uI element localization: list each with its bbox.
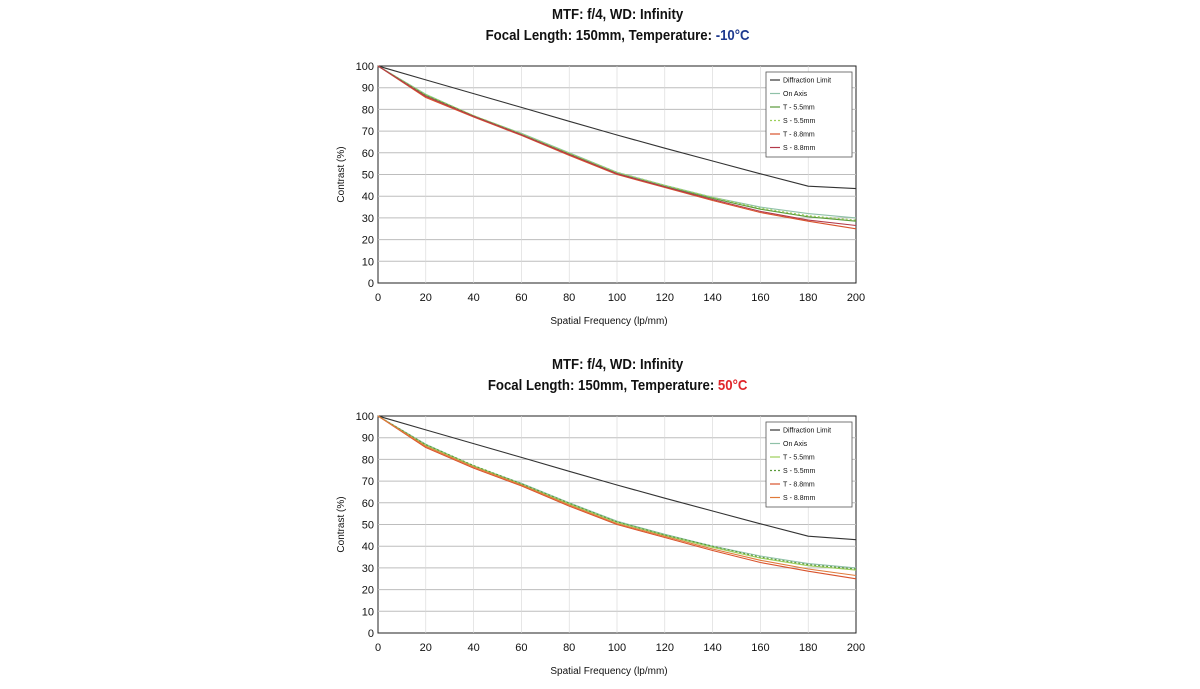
x-tick-label: 40 [467,292,479,304]
y-tick-label: 40 [362,541,374,553]
y-tick-label: 20 [362,235,374,247]
x-tick-label: 120 [656,292,674,304]
y-tick-label: 0 [368,628,374,640]
chart-title-prefix: Focal Length: 150mm, Temperature: [487,377,718,394]
y-tick-label: 90 [362,433,374,445]
x-tick-label: 0 [375,642,381,654]
x-tick-label: 120 [656,642,674,654]
y-tick-label: 0 [368,278,374,290]
series-line-s-5-5mm [377,415,857,570]
x-tick-label: 200 [847,642,865,654]
x-tick-label: 80 [563,642,575,654]
x-tick-label: 80 [563,292,575,304]
y-tick-label: 30 [362,563,374,575]
x-tick-label: 100 [608,292,626,304]
temperature-label: -10°C [715,27,750,44]
series-line-diffraction-limit [377,415,857,541]
x-tick-label: 160 [751,292,769,304]
y-tick-label: 70 [362,476,374,488]
legend-label: S - 5.5mm [783,118,815,125]
y-tick-label: 70 [362,126,374,138]
x-tick-label: 60 [515,292,527,304]
x-tick-label: 60 [515,642,527,654]
x-axis-label: Spatial Frequency (lp/mm) [550,666,667,677]
series-line-t-8-8mm [377,415,857,580]
y-axis-label: Contrast (%) [336,146,347,202]
mtf-chart-cold: MTF: f/4, WD: Infinity Focal Length: 150… [0,4,1200,339]
y-tick-label: 80 [362,454,374,466]
y-tick-label: 60 [362,498,374,510]
chart-title-line2: Focal Length: 150mm, Temperature: -10°C [72,25,1163,46]
chart-title: MTF: f/4, WD: Infinity Focal Length: 150… [72,4,1163,46]
x-tick-label: 40 [467,642,479,654]
legend-label: Diffraction Limit [783,78,831,85]
chart-title: MTF: f/4, WD: Infinity Focal Length: 150… [72,354,1163,396]
y-tick-label: 100 [356,61,374,73]
y-tick-label: 80 [362,104,374,116]
x-axis-label: Spatial Frequency (lp/mm) [550,316,667,327]
y-tick-label: 100 [356,411,374,423]
series-line-s-8-8mm [377,415,857,577]
legend-box [765,71,853,158]
y-tick-label: 10 [362,256,374,268]
legend-label: T - 8.8mm [783,132,815,139]
chart-title-line1: MTF: f/4, WD: Infinity [551,356,684,373]
legend-label: S - 8.8mm [783,495,815,502]
legend-label: On Axis [783,441,808,448]
mtf-plot-hot: 0 10 20 30 40 50 60 70 80 90 100 0 20 40 60 80 100 120 140… [336,411,865,677]
y-tick-label: 60 [362,148,374,160]
y-tick-label: 50 [362,170,374,182]
x-tick-label: 20 [420,642,432,654]
chart-title-line1: MTF: f/4, WD: Infinity [551,6,684,23]
legend-label: T - 5.5mm [783,455,815,462]
x-tick-label: 160 [751,642,769,654]
series-line-t-5-5mm [377,415,857,571]
x-tick-label: 140 [703,292,721,304]
x-tick-label: 20 [420,292,432,304]
series-line-t-8-8mm [377,65,857,230]
x-tick-label: 140 [703,642,721,654]
mtf-chart-hot: MTF: f/4, WD: Infinity Focal Length: 150… [0,354,1200,689]
series-line-diffraction-limit [377,65,857,190]
x-tick-label: 0 [375,292,381,304]
legend-label: T - 8.8mm [783,482,815,489]
legend-label: Diffraction Limit [783,428,831,435]
x-tick-label: 200 [847,292,865,304]
y-tick-label: 30 [362,213,374,225]
y-tick-label: 20 [362,585,374,597]
legend-label: S - 8.8mm [783,145,815,152]
x-tick-label: 180 [799,642,817,654]
x-tick-label: 100 [608,642,626,654]
y-axis-label: Contrast (%) [336,496,347,552]
y-tick-label: 40 [362,191,374,203]
y-tick-label: 10 [362,606,374,618]
chart-title-prefix: Focal Length: 150mm, Temperature: [485,27,716,44]
mtf-plot-cold: 0 10 20 30 40 50 60 70 80 90 100 0 20 40 60 80 100 120 140… [336,61,865,327]
legend-label: T - 5.5mm [783,105,815,112]
y-tick-label: 90 [362,83,374,95]
y-tick-label: 50 [362,520,374,532]
legend-box [765,421,853,508]
temperature-label: 50°C [717,377,748,394]
series-line-s-8-8mm [377,65,857,227]
x-tick-label: 180 [799,292,817,304]
legend-label: On Axis [783,91,808,98]
legend-label: S - 5.5mm [783,468,815,475]
chart-title-line2: Focal Length: 150mm, Temperature: 50°C [72,375,1163,396]
